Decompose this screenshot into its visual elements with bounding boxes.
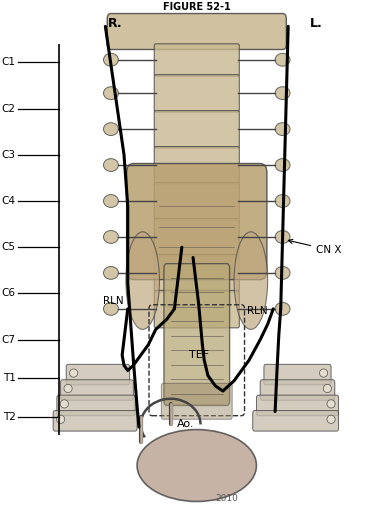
FancyBboxPatch shape [260, 380, 335, 400]
Ellipse shape [104, 266, 118, 279]
Text: RLN: RLN [103, 296, 124, 306]
FancyBboxPatch shape [127, 163, 267, 280]
Ellipse shape [275, 159, 290, 171]
Ellipse shape [104, 231, 118, 244]
Text: Ao.: Ao. [177, 419, 194, 430]
Text: C7: C7 [2, 335, 16, 345]
Ellipse shape [275, 87, 290, 99]
Text: C4: C4 [2, 196, 16, 206]
Ellipse shape [64, 384, 72, 392]
FancyBboxPatch shape [264, 364, 331, 385]
FancyBboxPatch shape [57, 395, 135, 416]
FancyBboxPatch shape [154, 290, 239, 328]
Text: 2010: 2010 [215, 494, 238, 503]
Ellipse shape [275, 54, 290, 66]
Ellipse shape [234, 232, 268, 330]
Text: TEF: TEF [189, 350, 209, 360]
Ellipse shape [126, 232, 159, 330]
Ellipse shape [275, 266, 290, 279]
FancyBboxPatch shape [154, 254, 239, 292]
Text: T1: T1 [3, 373, 16, 383]
Ellipse shape [104, 54, 118, 66]
Text: CN X: CN X [288, 239, 342, 255]
FancyBboxPatch shape [66, 364, 130, 385]
Text: C1: C1 [2, 57, 16, 67]
Text: C2: C2 [2, 104, 16, 113]
FancyBboxPatch shape [61, 380, 133, 400]
Ellipse shape [137, 430, 257, 502]
Ellipse shape [275, 231, 290, 244]
Ellipse shape [319, 369, 328, 377]
Text: R.: R. [108, 18, 122, 30]
FancyBboxPatch shape [53, 410, 137, 431]
Text: C6: C6 [2, 288, 16, 299]
FancyBboxPatch shape [161, 383, 232, 419]
FancyBboxPatch shape [257, 395, 339, 416]
Ellipse shape [104, 195, 118, 208]
Ellipse shape [323, 384, 331, 392]
Ellipse shape [275, 302, 290, 315]
FancyBboxPatch shape [154, 218, 239, 256]
Ellipse shape [70, 369, 78, 377]
Text: C5: C5 [2, 242, 16, 252]
Ellipse shape [275, 195, 290, 208]
FancyBboxPatch shape [164, 264, 230, 405]
Text: C3: C3 [2, 150, 16, 160]
Ellipse shape [60, 400, 68, 408]
Ellipse shape [104, 87, 118, 99]
Text: T2: T2 [3, 411, 16, 422]
Ellipse shape [275, 123, 290, 135]
Text: RLN: RLN [247, 306, 268, 316]
Text: FIGURE 52-1: FIGURE 52-1 [163, 2, 231, 12]
FancyBboxPatch shape [154, 182, 239, 220]
FancyBboxPatch shape [154, 111, 239, 148]
Text: L.: L. [310, 18, 323, 30]
Ellipse shape [56, 415, 65, 423]
Ellipse shape [327, 400, 335, 408]
Ellipse shape [327, 415, 335, 423]
Ellipse shape [104, 302, 118, 315]
FancyBboxPatch shape [253, 410, 339, 431]
FancyBboxPatch shape [154, 75, 239, 112]
FancyBboxPatch shape [154, 44, 239, 76]
FancyBboxPatch shape [107, 13, 286, 49]
FancyBboxPatch shape [154, 147, 239, 184]
Ellipse shape [104, 123, 118, 135]
Ellipse shape [104, 159, 118, 171]
